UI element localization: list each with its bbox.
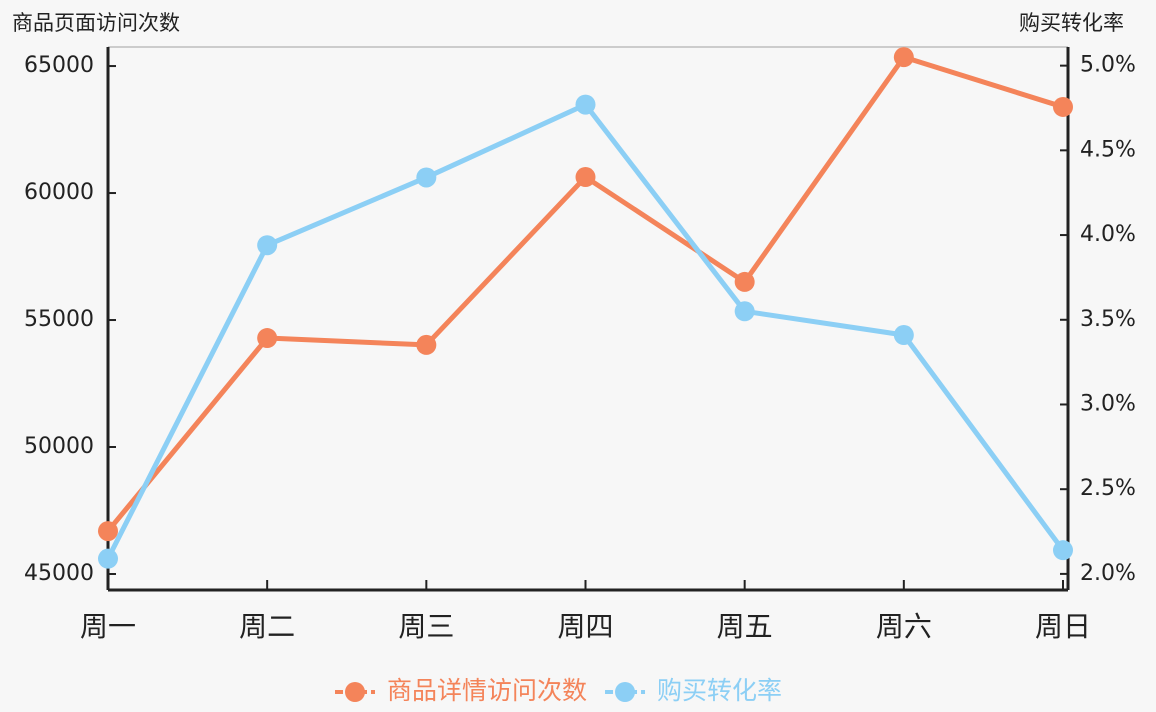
point [893, 325, 914, 346]
point [98, 548, 118, 569]
point [1053, 540, 1073, 561]
point [98, 521, 118, 542]
point [575, 167, 596, 188]
x-tick-label: 周三 [398, 610, 454, 643]
legend-label: 购买转化率 [657, 676, 782, 705]
point [1053, 96, 1073, 117]
y-tick-label: 55000 [24, 307, 94, 332]
point [257, 328, 278, 349]
y2-tick-label: 3.0% [1080, 391, 1136, 416]
point [734, 301, 755, 322]
x-tick-label: 周日 [1035, 610, 1091, 643]
y2-axis-title: 购买转化率 [1019, 11, 1124, 35]
y2-tick-label: 2.0% [1080, 561, 1136, 586]
legend-marker [615, 682, 636, 702]
point [416, 334, 437, 355]
y-tick-label: 50000 [24, 434, 94, 459]
y2-tick-label: 4.5% [1080, 137, 1136, 162]
x-tick-label: 周四 [557, 610, 613, 643]
x-tick-label: 周二 [239, 610, 295, 643]
y-tick-label: 60000 [24, 180, 94, 205]
x-tick-label: 周一 [80, 610, 136, 643]
y-tick-label: 65000 [24, 53, 94, 78]
y-axis-title: 商品页面访问次数 [12, 11, 180, 35]
y2-tick-label: 3.5% [1080, 307, 1136, 332]
legend-marker [345, 682, 365, 702]
x-tick-label: 周六 [876, 610, 932, 643]
point [575, 94, 596, 115]
x-tick-label: 周五 [717, 610, 773, 643]
y2-tick-label: 2.5% [1080, 476, 1136, 501]
y2-tick-label: 4.0% [1080, 222, 1136, 247]
point [257, 235, 278, 256]
point [416, 167, 437, 188]
y2-tick-label: 5.0% [1080, 53, 1136, 78]
point [734, 271, 755, 292]
legend-label: 商品详情访问次数 [387, 676, 587, 705]
y-tick-label: 45000 [24, 561, 94, 586]
point [893, 47, 914, 68]
